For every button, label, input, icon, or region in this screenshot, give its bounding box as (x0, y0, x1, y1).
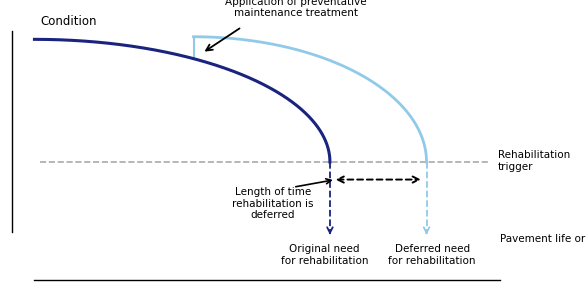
Text: Original need
for rehabilitation: Original need for rehabilitation (281, 244, 368, 266)
Text: Pavement life or traffic: Pavement life or traffic (500, 234, 586, 244)
Text: Rehabilitation
trigger: Rehabilitation trigger (498, 150, 570, 172)
Text: Condition: Condition (40, 15, 97, 28)
Text: Deferred need
for rehabilitation: Deferred need for rehabilitation (389, 244, 476, 266)
Text: Application of preventative
maintenance treatment: Application of preventative maintenance … (225, 0, 367, 18)
Text: Length of time
rehabilitation is
deferred: Length of time rehabilitation is deferre… (233, 187, 314, 221)
